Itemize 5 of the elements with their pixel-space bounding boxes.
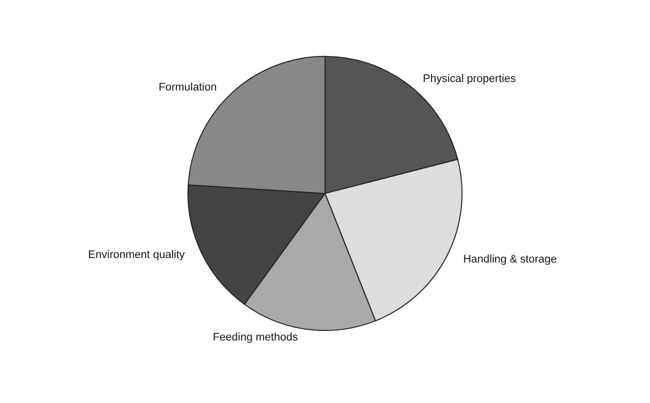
- slice-label: Handling & storage: [463, 253, 557, 266]
- slice-label: Feeding methods: [212, 331, 298, 344]
- slice-label: Physical properties: [422, 72, 516, 85]
- slice-label: Formulation: [158, 82, 217, 94]
- slice-label: Environment quality: [88, 249, 186, 262]
